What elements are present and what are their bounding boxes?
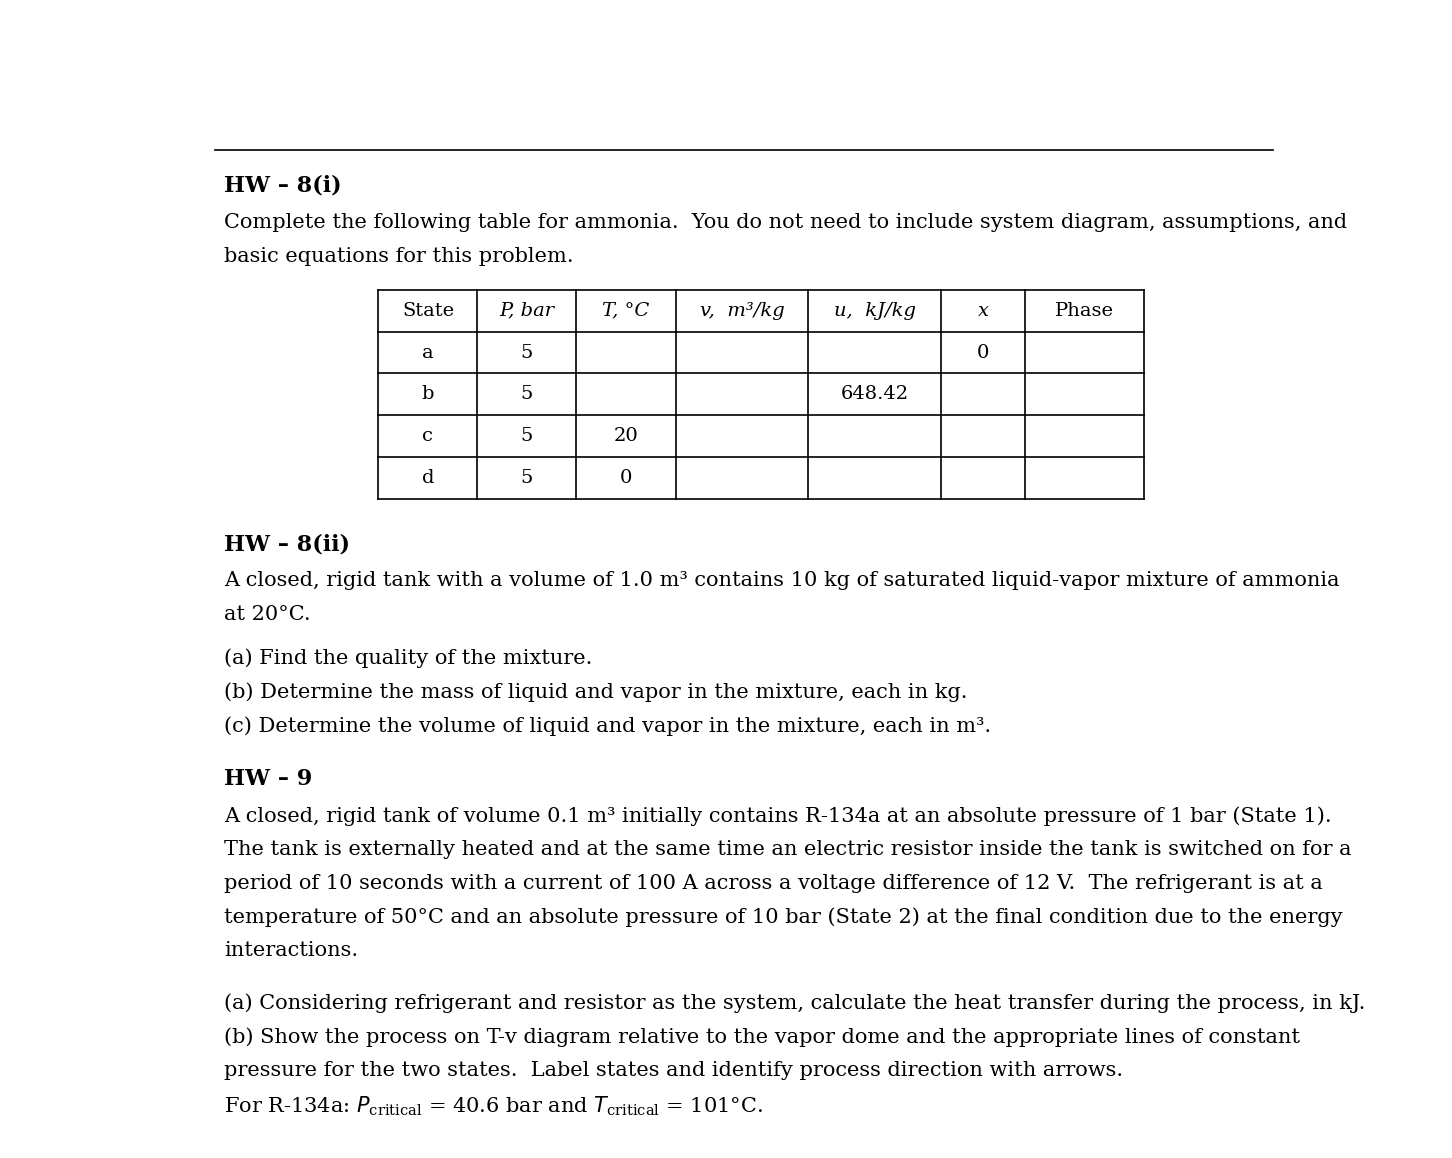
- Text: pressure for the two states.  Label states and identify process direction with a: pressure for the two states. Label state…: [224, 1061, 1124, 1080]
- Text: HW – 8(ii): HW – 8(ii): [224, 533, 350, 555]
- Text: (b) Determine the mass of liquid and vapor in the mixture, each in kg.: (b) Determine the mass of liquid and vap…: [224, 682, 968, 702]
- Text: 5: 5: [521, 469, 533, 488]
- Text: Complete the following table for ammonia.  You do not need to include system dia: Complete the following table for ammonia…: [224, 213, 1347, 232]
- Text: b: b: [421, 386, 434, 403]
- Text: Phase: Phase: [1056, 301, 1114, 320]
- Text: For R-134a: $P_{\mathregular{critical}}$ = 40.6 bar and $T_{\mathregular{critica: For R-134a: $P_{\mathregular{critical}}$…: [224, 1094, 764, 1119]
- Text: temperature of 50°C and an absolute pressure of 10 bar (State 2) at the final co: temperature of 50°C and an absolute pres…: [224, 908, 1343, 928]
- Text: The tank is externally heated and at the same time an electric resistor inside t: The tank is externally heated and at the…: [224, 840, 1352, 859]
- Text: x: x: [977, 301, 989, 320]
- Text: interactions.: interactions.: [224, 941, 359, 960]
- Text: basic equations for this problem.: basic equations for this problem.: [224, 247, 574, 266]
- Text: HW – 9: HW – 9: [224, 768, 312, 790]
- Text: 5: 5: [521, 344, 533, 361]
- Text: at 20°C.: at 20°C.: [224, 606, 311, 624]
- Text: v,  m³/kg: v, m³/kg: [700, 301, 784, 320]
- Text: (a) Considering refrigerant and resistor as the system, calculate the heat trans: (a) Considering refrigerant and resistor…: [224, 994, 1366, 1013]
- Text: 20: 20: [614, 427, 639, 446]
- Text: A closed, rigid tank of volume 0.1 m³ initially contains R-134a at an absolute p: A closed, rigid tank of volume 0.1 m³ in…: [224, 806, 1331, 826]
- Text: 0: 0: [977, 344, 989, 361]
- Text: (a) Find the quality of the mixture.: (a) Find the quality of the mixture.: [224, 648, 592, 668]
- Text: A closed, rigid tank with a volume of 1.0 m³ contains 10 kg of saturated liquid-: A closed, rigid tank with a volume of 1.…: [224, 571, 1340, 591]
- Text: 5: 5: [521, 427, 533, 446]
- Text: 648.42: 648.42: [841, 386, 909, 403]
- Text: (b) Show the process on T-v diagram relative to the vapor dome and the appropria: (b) Show the process on T-v diagram rela…: [224, 1027, 1300, 1047]
- Text: a: a: [423, 344, 434, 361]
- Text: 0: 0: [620, 469, 632, 488]
- Text: u,  kJ/kg: u, kJ/kg: [833, 301, 916, 320]
- Text: (c) Determine the volume of liquid and vapor in the mixture, each in m³.: (c) Determine the volume of liquid and v…: [224, 716, 992, 735]
- Text: c: c: [423, 427, 434, 446]
- Text: HW – 8(i): HW – 8(i): [224, 175, 341, 197]
- Text: d: d: [421, 469, 434, 488]
- Text: State: State: [402, 301, 454, 320]
- Text: 5: 5: [521, 386, 533, 403]
- Text: P, bar: P, bar: [499, 301, 555, 320]
- Text: period of 10 seconds with a current of 100 A across a voltage difference of 12 V: period of 10 seconds with a current of 1…: [224, 873, 1323, 893]
- Text: T, °C: T, °C: [603, 301, 649, 320]
